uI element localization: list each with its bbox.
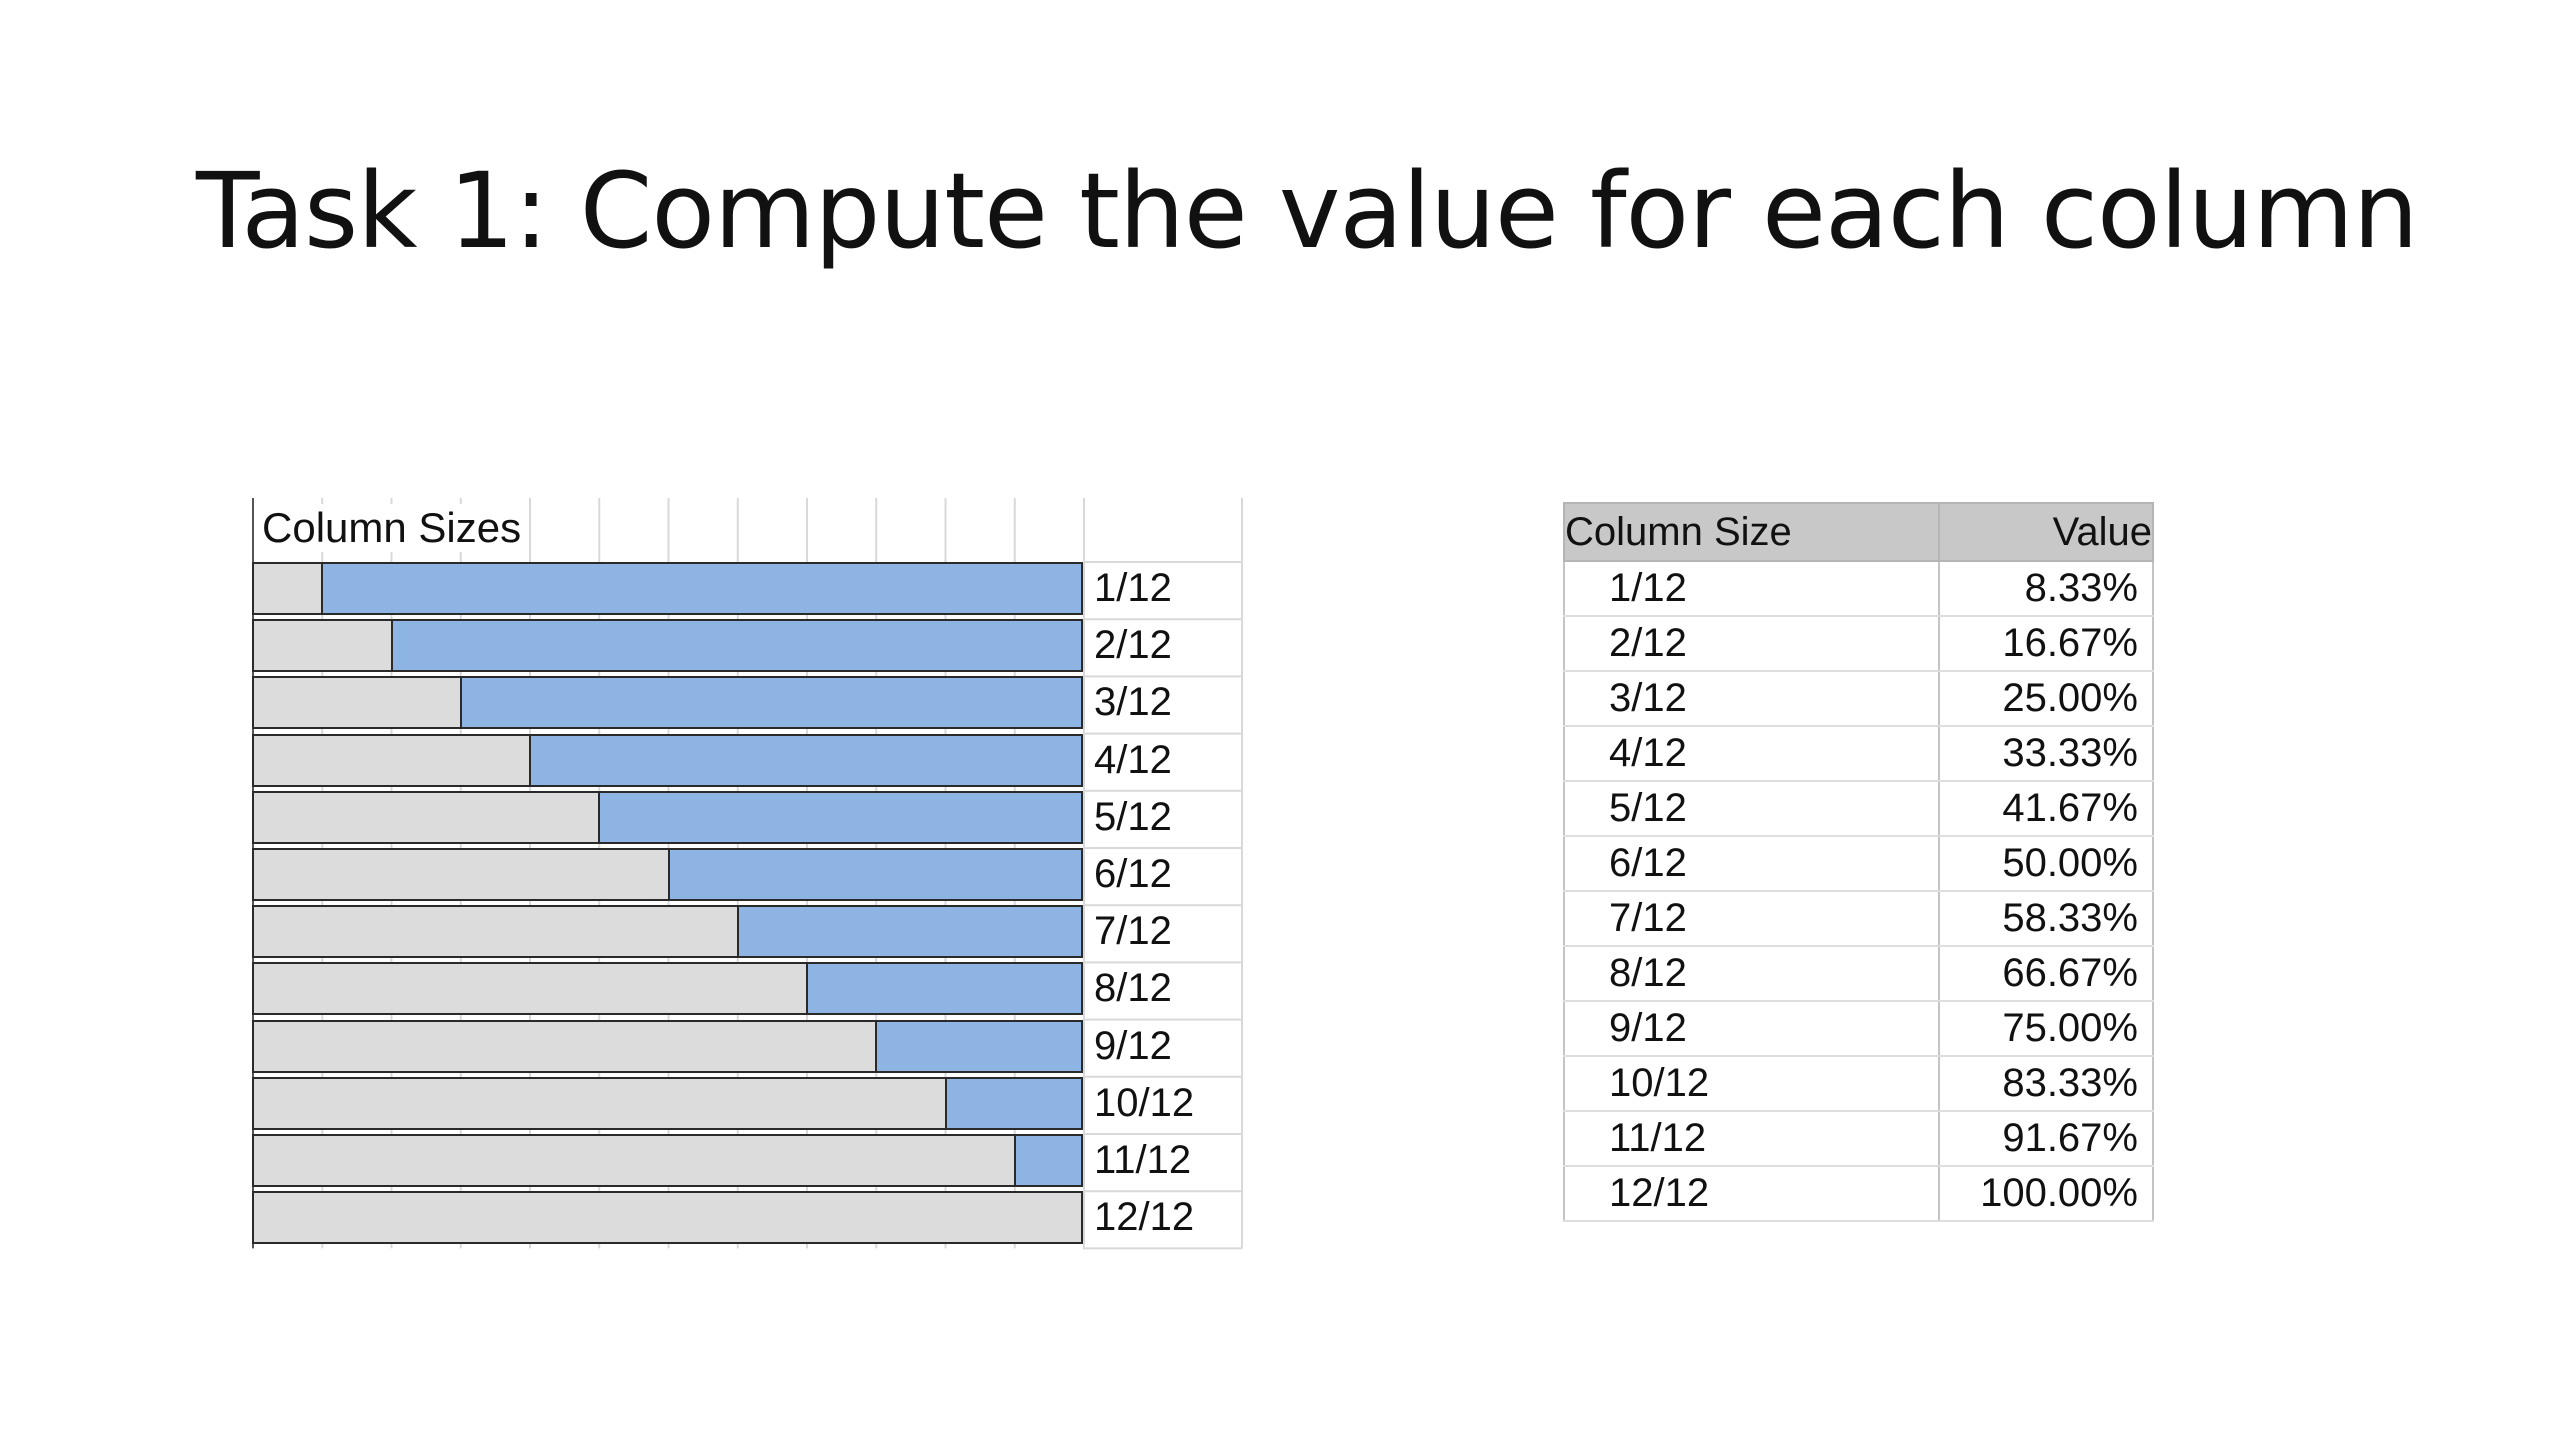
table-row: 2/12 16.67%	[1563, 616, 2154, 672]
cell-value: 83.33%	[1938, 1056, 2154, 1112]
cell-value: 8.33%	[1938, 561, 2154, 617]
bar-label: 10/12	[1094, 1080, 1195, 1125]
bar-row: 10/12	[252, 1076, 1194, 1130]
cell-column-size: 11/12	[1563, 1111, 1940, 1167]
cell-column-size: 4/12	[1563, 726, 1940, 782]
cell-value: 25.00%	[1938, 671, 2154, 727]
bar-row: 11/12	[252, 1134, 1191, 1187]
bar-row: 3/12	[252, 676, 1172, 730]
table-row: 3/12 25.00%	[1563, 671, 2154, 727]
cell-value: 50.00%	[1938, 836, 2154, 892]
table-row: 12/12 100.00%	[1563, 1166, 2154, 1222]
bar-label: 4/12	[1094, 737, 1172, 782]
bar-row: 5/12	[252, 790, 1172, 844]
bar-fill	[944, 1076, 1083, 1130]
bar-fill	[459, 676, 1083, 730]
bar-fill	[806, 962, 1083, 1016]
bar-fill	[529, 733, 1083, 787]
bar-row: 9/12	[252, 1019, 1172, 1073]
column-sizes-chart: Column Sizes 1/12 2/12 3/12 4/12 5/12 6/12 7/1…	[252, 498, 1245, 1250]
bar-label: 8/12	[1094, 966, 1172, 1011]
cell-value: 91.67%	[1938, 1111, 2154, 1167]
table-row: 7/12 58.33%	[1563, 891, 2154, 947]
slide-title: Task 1: Compute the value for each colum…	[196, 150, 2419, 272]
bar-label: 12/12	[1094, 1195, 1195, 1240]
header-column-size: Column Size	[1563, 502, 1940, 562]
bar-row: 4/12	[252, 733, 1172, 787]
bar-label: 11/12	[1094, 1138, 1192, 1182]
chart-title: Column Sizes	[262, 504, 526, 552]
header-value: Value	[1938, 502, 2154, 562]
cell-value: 33.33%	[1938, 726, 2154, 782]
table-row: 6/12 50.00%	[1563, 836, 2154, 892]
cell-column-size: 5/12	[1563, 781, 1940, 837]
values-table: Column Size Value 1/12 8.33% 2/12 16.67% 3/1…	[1563, 502, 2154, 1222]
table-row: 4/12 33.33%	[1563, 726, 2154, 782]
bar-row: 1/12	[252, 562, 1172, 615]
bar-track	[252, 1134, 1083, 1187]
bar-label: 1/12	[1094, 566, 1172, 610]
cell-value: 100.00%	[1938, 1166, 2154, 1222]
bar-label: 6/12	[1094, 852, 1172, 896]
cell-value: 75.00%	[1938, 1001, 2154, 1057]
table-row: 8/12 66.67%	[1563, 946, 2154, 1002]
table-body: 1/12 8.33% 2/12 16.67% 3/12 25.00% 4/12 33.33% 5…	[1563, 561, 2154, 1222]
cell-column-size: 12/12	[1563, 1166, 1940, 1222]
table-row: 9/12 75.00%	[1563, 1001, 2154, 1057]
table-row: 1/12 8.33%	[1563, 561, 2154, 617]
cell-column-size: 8/12	[1563, 946, 1940, 1002]
table-row: 10/12 83.33%	[1563, 1056, 2154, 1112]
bar-label: 2/12	[1094, 623, 1172, 668]
cell-column-size: 7/12	[1563, 891, 1940, 947]
bar-fill	[321, 562, 1083, 615]
cell-value: 58.33%	[1938, 891, 2154, 947]
bar-label: 7/12	[1094, 909, 1172, 954]
cell-column-size: 3/12	[1563, 671, 1940, 727]
cell-column-size: 6/12	[1563, 836, 1940, 892]
bar-row: 7/12	[252, 905, 1172, 959]
cell-column-size: 1/12	[1563, 561, 1940, 617]
table-header-row: Column Size Value	[1563, 502, 2154, 562]
bar-track	[252, 1191, 1083, 1245]
cell-value: 16.67%	[1938, 616, 2154, 672]
bar-fill	[1013, 1134, 1083, 1187]
cell-column-size: 2/12	[1563, 616, 1940, 672]
bar-fill	[598, 790, 1083, 844]
bar-fill	[390, 619, 1083, 673]
bar-label: 3/12	[1094, 680, 1172, 725]
bar-label: 5/12	[1094, 794, 1172, 839]
table-row: 11/12 91.67%	[1563, 1111, 2154, 1167]
bar-row: 12/12	[252, 1191, 1194, 1245]
bar-fill	[667, 848, 1083, 901]
bar-fill	[736, 905, 1083, 959]
cell-column-size: 10/12	[1563, 1056, 1940, 1112]
bar-row: 8/12	[252, 962, 1172, 1016]
cell-column-size: 9/12	[1563, 1001, 1940, 1057]
table-row: 5/12 41.67%	[1563, 781, 2154, 837]
bar-row: 2/12	[252, 619, 1172, 673]
cell-value: 41.67%	[1938, 781, 2154, 837]
bar-row: 6/12	[252, 848, 1172, 901]
cell-value: 66.67%	[1938, 946, 2154, 1002]
bar-label: 9/12	[1094, 1023, 1172, 1068]
bar-fill	[875, 1019, 1083, 1073]
